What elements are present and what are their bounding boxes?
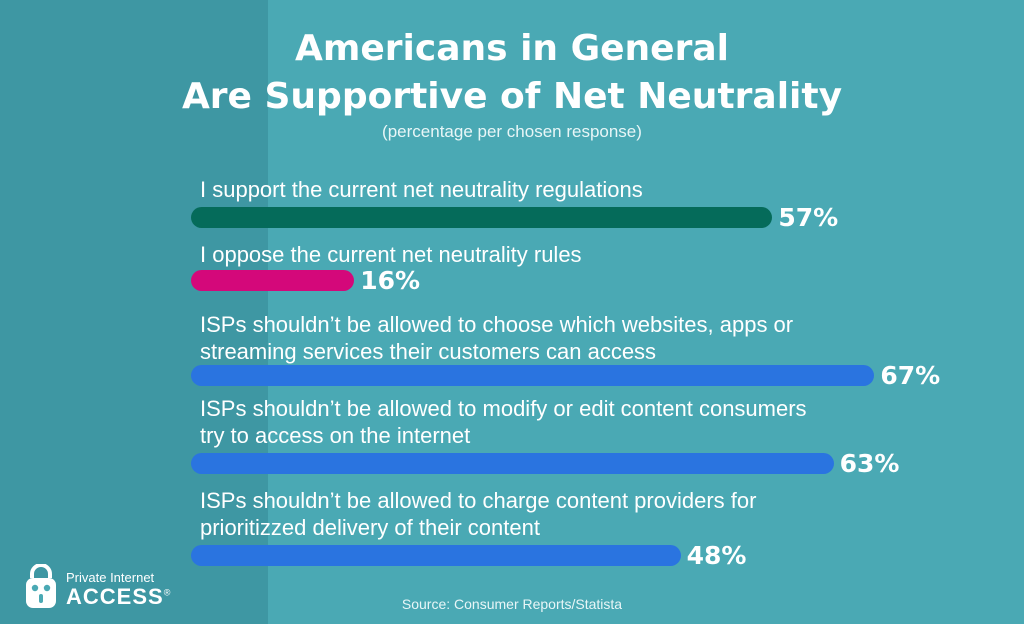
chart-title-line1: Americans in General [294, 28, 729, 69]
category-label: ISPs shouldn’t be allowed to modify or e… [200, 396, 807, 421]
bar [191, 207, 773, 228]
category-label: I oppose the current net neutrality rule… [200, 242, 582, 267]
bar [191, 270, 355, 291]
value-label: 48% [686, 541, 747, 570]
source-note: Source: Consumer Reports/Statista [401, 596, 623, 612]
category-label: streaming services their customers can a… [200, 339, 657, 364]
value-label: 57% [778, 203, 839, 232]
left-panel [0, 0, 268, 624]
category-label: ISPs shouldn’t be allowed to choose whic… [200, 312, 794, 337]
logo-word: ACCESS [66, 584, 164, 609]
bar [191, 453, 834, 474]
value-label: 63% [839, 449, 900, 478]
category-label: prioritizzed delivery of their content [200, 515, 540, 540]
padlock-robot-icon [26, 564, 56, 608]
value-label: 16% [360, 266, 421, 295]
category-label: try to access on the internet [200, 423, 471, 448]
bar [191, 545, 681, 566]
chart-title-line2: Are Supportive of Net Neutrality [181, 76, 843, 117]
logo-text-line1: Private Internet [66, 570, 155, 585]
bar [191, 365, 875, 386]
registered-mark: ® [163, 587, 172, 598]
category-label: ISPs shouldn’t be allowed to charge cont… [200, 488, 757, 513]
category-label: I support the current net neutrality reg… [200, 177, 643, 202]
logo-text-line2: ACCESS® [66, 584, 171, 610]
chart-subtitle: (percentage per chosen response) [382, 122, 642, 141]
value-label: 67% [880, 361, 941, 390]
